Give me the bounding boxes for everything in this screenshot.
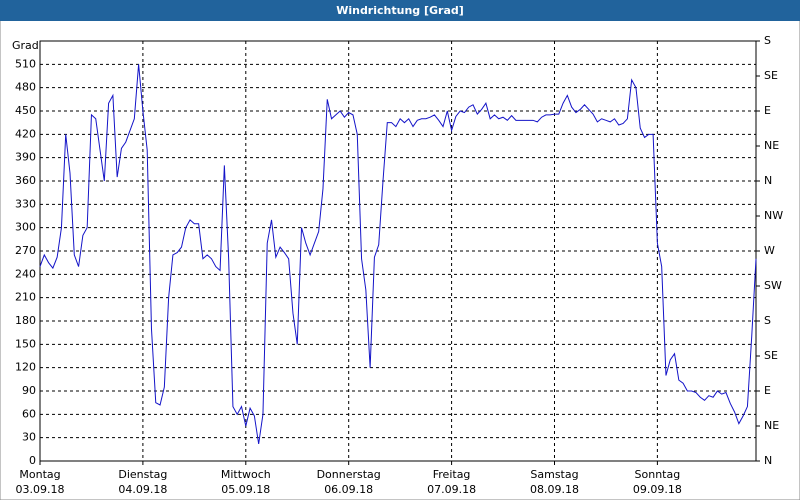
y2-tick-label: SE <box>764 349 778 362</box>
x-tick-date: 03.09.18 <box>16 483 65 496</box>
y-tick-label: 510 <box>15 57 36 70</box>
y-tick-label: 450 <box>15 104 36 117</box>
y2-tick-label: S <box>764 314 771 327</box>
y-tick-label: 240 <box>15 267 36 280</box>
x-tick-label: Donnerstag <box>317 468 381 481</box>
chart-title: Windrichtung [Grad] <box>336 4 464 17</box>
y-tick-label: 90 <box>22 384 36 397</box>
x-tick-date: 06.09.18 <box>324 483 373 496</box>
x-tick-label: Sonntag <box>635 468 681 481</box>
y2-tick-label: W <box>764 244 775 257</box>
x-tick-label: Samstag <box>530 468 578 481</box>
y-tick-label: 120 <box>15 361 36 374</box>
y-axis-label: Grad <box>12 39 39 52</box>
x-tick-date: 04.09.18 <box>118 483 167 496</box>
data-line <box>39 64 757 444</box>
x-tick-label: Montag <box>19 468 60 481</box>
y2-tick-label: SW <box>764 279 782 292</box>
y2-tick-label: SE <box>764 69 778 82</box>
y-tick-label: 330 <box>15 197 36 210</box>
y2-tick-label: E <box>764 384 771 397</box>
y-tick-label: 270 <box>15 244 36 257</box>
x-tick-date: 09.09.18 <box>633 483 682 496</box>
y2-tick-label: NE <box>764 419 779 432</box>
y-tick-label: 420 <box>15 127 36 140</box>
y2-tick-label: N <box>764 174 772 187</box>
x-tick-date: 08.09.18 <box>530 483 579 496</box>
y-tick-label: 30 <box>22 431 36 444</box>
y2-tick-label: E <box>764 104 771 117</box>
title-bar <box>0 0 800 21</box>
y-tick-label: 60 <box>22 407 36 420</box>
x-tick-date: 07.09.18 <box>427 483 476 496</box>
x-tick-date: 05.09.18 <box>221 483 270 496</box>
y-tick-label: 390 <box>15 151 36 164</box>
plot-border <box>39 40 757 462</box>
y-tick-label: 480 <box>15 81 36 94</box>
y-tick-label: 210 <box>15 291 36 304</box>
x-tick-label: Freitag <box>433 468 471 481</box>
y-tick-label: 300 <box>15 221 36 234</box>
y2-tick-label: NW <box>764 209 783 222</box>
y-tick-label: 180 <box>15 314 36 327</box>
y-tick-label: 0 <box>29 454 36 467</box>
y-tick-label: 150 <box>15 337 36 350</box>
x-tick-label: Dienstag <box>118 468 167 481</box>
x-tick-label: Mittwoch <box>221 468 271 481</box>
y2-tick-label: S <box>764 34 771 47</box>
y-tick-label: 360 <box>15 174 36 187</box>
y2-tick-label: N <box>764 454 772 467</box>
y2-tick-label: NE <box>764 139 779 152</box>
